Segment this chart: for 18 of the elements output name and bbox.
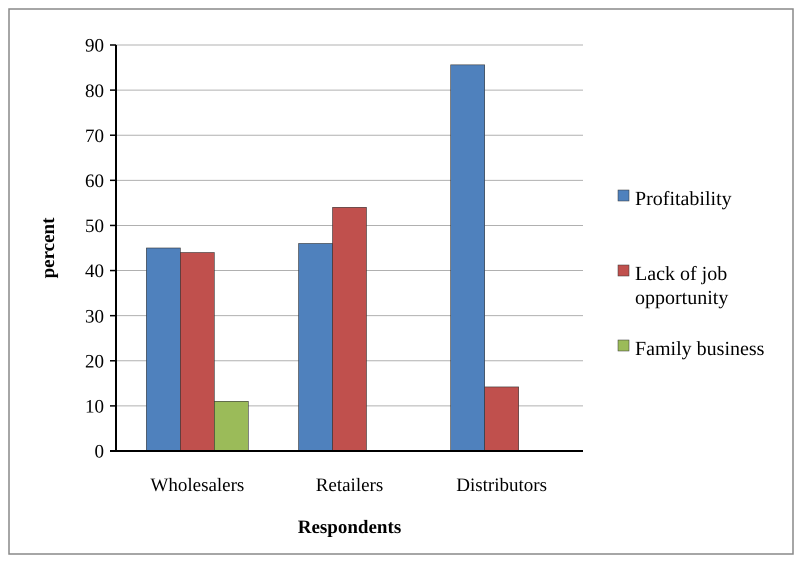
x-axis-title: Respondents [298,517,402,538]
y-tick-label: 20 [85,351,104,372]
legend-label: Lack of job opportunity [635,263,728,309]
x-tick-label: Wholesalers [150,475,244,496]
y-tick-label: 80 [85,80,104,102]
y-tick-label: 0 [94,442,104,463]
legend-label: Profitability [635,188,732,210]
y-tick-label: 10 [85,396,104,418]
y-tick-label: 90 [85,36,104,57]
x-tick-label: Retailers [316,475,384,496]
y-tick-label: 30 [85,306,104,328]
x-tick-label: Distributors [456,475,548,496]
y-tick-label: 70 [85,126,104,147]
y-axis-title: percent [38,216,59,278]
y-tick-label: 40 [85,261,104,282]
legend-label: Family business [635,338,765,360]
y-tick-label: 60 [85,170,104,192]
y-tick-label: 50 [85,216,104,238]
